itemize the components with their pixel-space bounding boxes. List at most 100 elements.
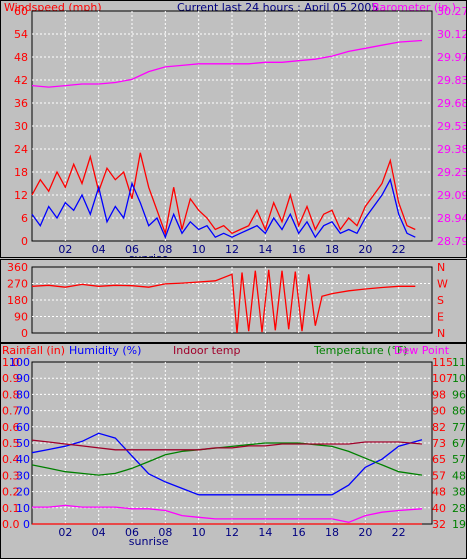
humidity-tick: 20 (16, 486, 30, 499)
barometer-tick: 29.83 (437, 74, 466, 87)
barometer-tick: 29.68 (437, 97, 466, 110)
rainfall-tick: 0.2 (2, 486, 20, 499)
rainfall-tick: 0.8 (2, 388, 20, 401)
x-tick-label: 14 (258, 243, 272, 256)
windspeed-tick: 6 (21, 212, 28, 225)
x-tick-label: 22 (392, 243, 406, 256)
windspeed-tick: 30 (14, 120, 28, 133)
rainfall-tick: 0.4 (2, 453, 20, 466)
indoor_temp-line (31, 439, 423, 451)
x-tick-label: 20 (358, 526, 372, 539)
barometer-line (31, 39, 423, 88)
x-tick-label: 08 (158, 526, 172, 539)
temperature-tick: 38 (452, 486, 466, 499)
barometer-tick: 29.97 (437, 51, 466, 64)
x-tick-label: 02 (58, 243, 72, 256)
temperature-tick: 57 (452, 453, 466, 466)
x-tick-label: 12 (225, 243, 239, 256)
rainfall-tick: 0.3 (2, 469, 20, 482)
temperature-humidity-chart: Rainfall (in) Humidity (%) Indoor temp T… (0, 343, 467, 559)
windspeed-tick: 24 (14, 143, 28, 156)
compass-tick: S (437, 294, 444, 307)
indoor-temp-tick: 57 (432, 469, 446, 482)
humidity-title: Humidity (%) (69, 344, 141, 357)
x-tick-label: 10 (192, 243, 206, 256)
dew_point-line (32, 504, 423, 523)
barometer-tick: 28.94 (437, 212, 466, 225)
indoor-temp-tick: 73 (432, 437, 446, 450)
compass-tick: N (437, 327, 445, 340)
windspeed-tick: 18 (14, 166, 28, 179)
barometer-tick: 29.23 (437, 166, 466, 179)
rainfall-tick: 0.6 (2, 421, 20, 434)
temperature-tick: 19 (452, 518, 466, 531)
windspeed-tick: 0 (21, 235, 28, 248)
indoor-temp-tick: 32 (432, 518, 446, 531)
indoor-temp-tick: 98 (432, 388, 446, 401)
windspeed-tick: 54 (14, 28, 28, 41)
temperature-tick: 48 (452, 469, 466, 482)
x-tick-label: 16 (292, 526, 306, 539)
sunrise-label: sunrise (129, 252, 169, 257)
rainfall-tick: 1.0 (2, 356, 20, 369)
x-tick-label: 02 (58, 526, 72, 539)
windspeed-tick: 36 (14, 97, 28, 110)
direction-tick: 90 (14, 311, 28, 324)
indoor-temp-tick: 48 (432, 486, 446, 499)
windspeed-tick: 42 (14, 74, 28, 87)
gust-line (31, 177, 416, 239)
barometer-tick: 28.79 (437, 235, 466, 248)
x-tick-label: 16 (292, 243, 306, 256)
direction-tick: 270 (7, 278, 28, 291)
compass-tick: W (437, 278, 448, 291)
x-tick-label: 08 (158, 243, 172, 256)
x-tick-label: 22 (392, 526, 406, 539)
x-tick-label: 12 (225, 526, 239, 539)
temperature-tick: 28 (452, 502, 466, 515)
indoor-temp-tick: 40 (432, 502, 446, 515)
humidity-tick: 100 (9, 356, 30, 369)
x-tick-label: 04 (92, 526, 106, 539)
indoor-temp-title: Indoor temp (173, 344, 240, 357)
temperature-tick: 67 (452, 437, 466, 450)
humidity-tick: 10 (16, 502, 30, 515)
humidity-line (31, 432, 423, 496)
rainfall-tick: 0.1 (2, 502, 20, 515)
humidity-tick: 90 (16, 372, 30, 385)
windspeed-line (31, 152, 416, 236)
indoor-temp-tick: 90 (432, 405, 446, 418)
rainfall-tick: 0.7 (2, 405, 20, 418)
humidity-tick: 60 (16, 421, 30, 434)
windspeed-tick: 48 (14, 51, 28, 64)
direction-tick: 180 (7, 294, 28, 307)
barometer-tick: 29.53 (437, 120, 466, 133)
x-tick-label: 06 (125, 526, 139, 539)
humidity-tick: 50 (16, 437, 30, 450)
humidity-tick: 70 (16, 405, 30, 418)
x-tick-label: 18 (325, 526, 339, 539)
compass-tick: E (437, 311, 444, 324)
dew-point-title: Dew Point (394, 344, 450, 357)
humidity-tick: 40 (16, 453, 30, 466)
barometer-tick: 30.12 (437, 28, 466, 41)
rainfall-tick: 0.5 (2, 437, 20, 450)
temperature-title: Temperature (°F) (313, 344, 408, 357)
humidity-tick: 80 (16, 388, 30, 401)
temperature-tick: 105 (452, 372, 466, 385)
compass-tick: N (437, 261, 445, 274)
wind-direction-chart: 0 90 180 270 360 N E S W N (0, 259, 467, 343)
indoor-temp-tick: 65 (432, 453, 446, 466)
indoor-temp-tick: 82 (432, 421, 446, 434)
temperature-tick: 96 (452, 388, 466, 401)
sunrise-label: sunrise (129, 535, 169, 548)
temperature-tick: 86 (452, 405, 466, 418)
wind-barometer-chart: Windspeed (mph) Current last 24 hours : … (0, 0, 467, 258)
direction-tick: 360 (7, 261, 28, 274)
wind-barometer-svg: Windspeed (mph) Current last 24 hours : … (4, 1, 466, 257)
x-tick-label: 10 (192, 526, 206, 539)
indoor-temp-tick: 107 (432, 372, 453, 385)
direction-tick: 0 (21, 327, 28, 340)
humidity-tick: 30 (16, 469, 30, 482)
x-tick-label: 18 (325, 243, 339, 256)
